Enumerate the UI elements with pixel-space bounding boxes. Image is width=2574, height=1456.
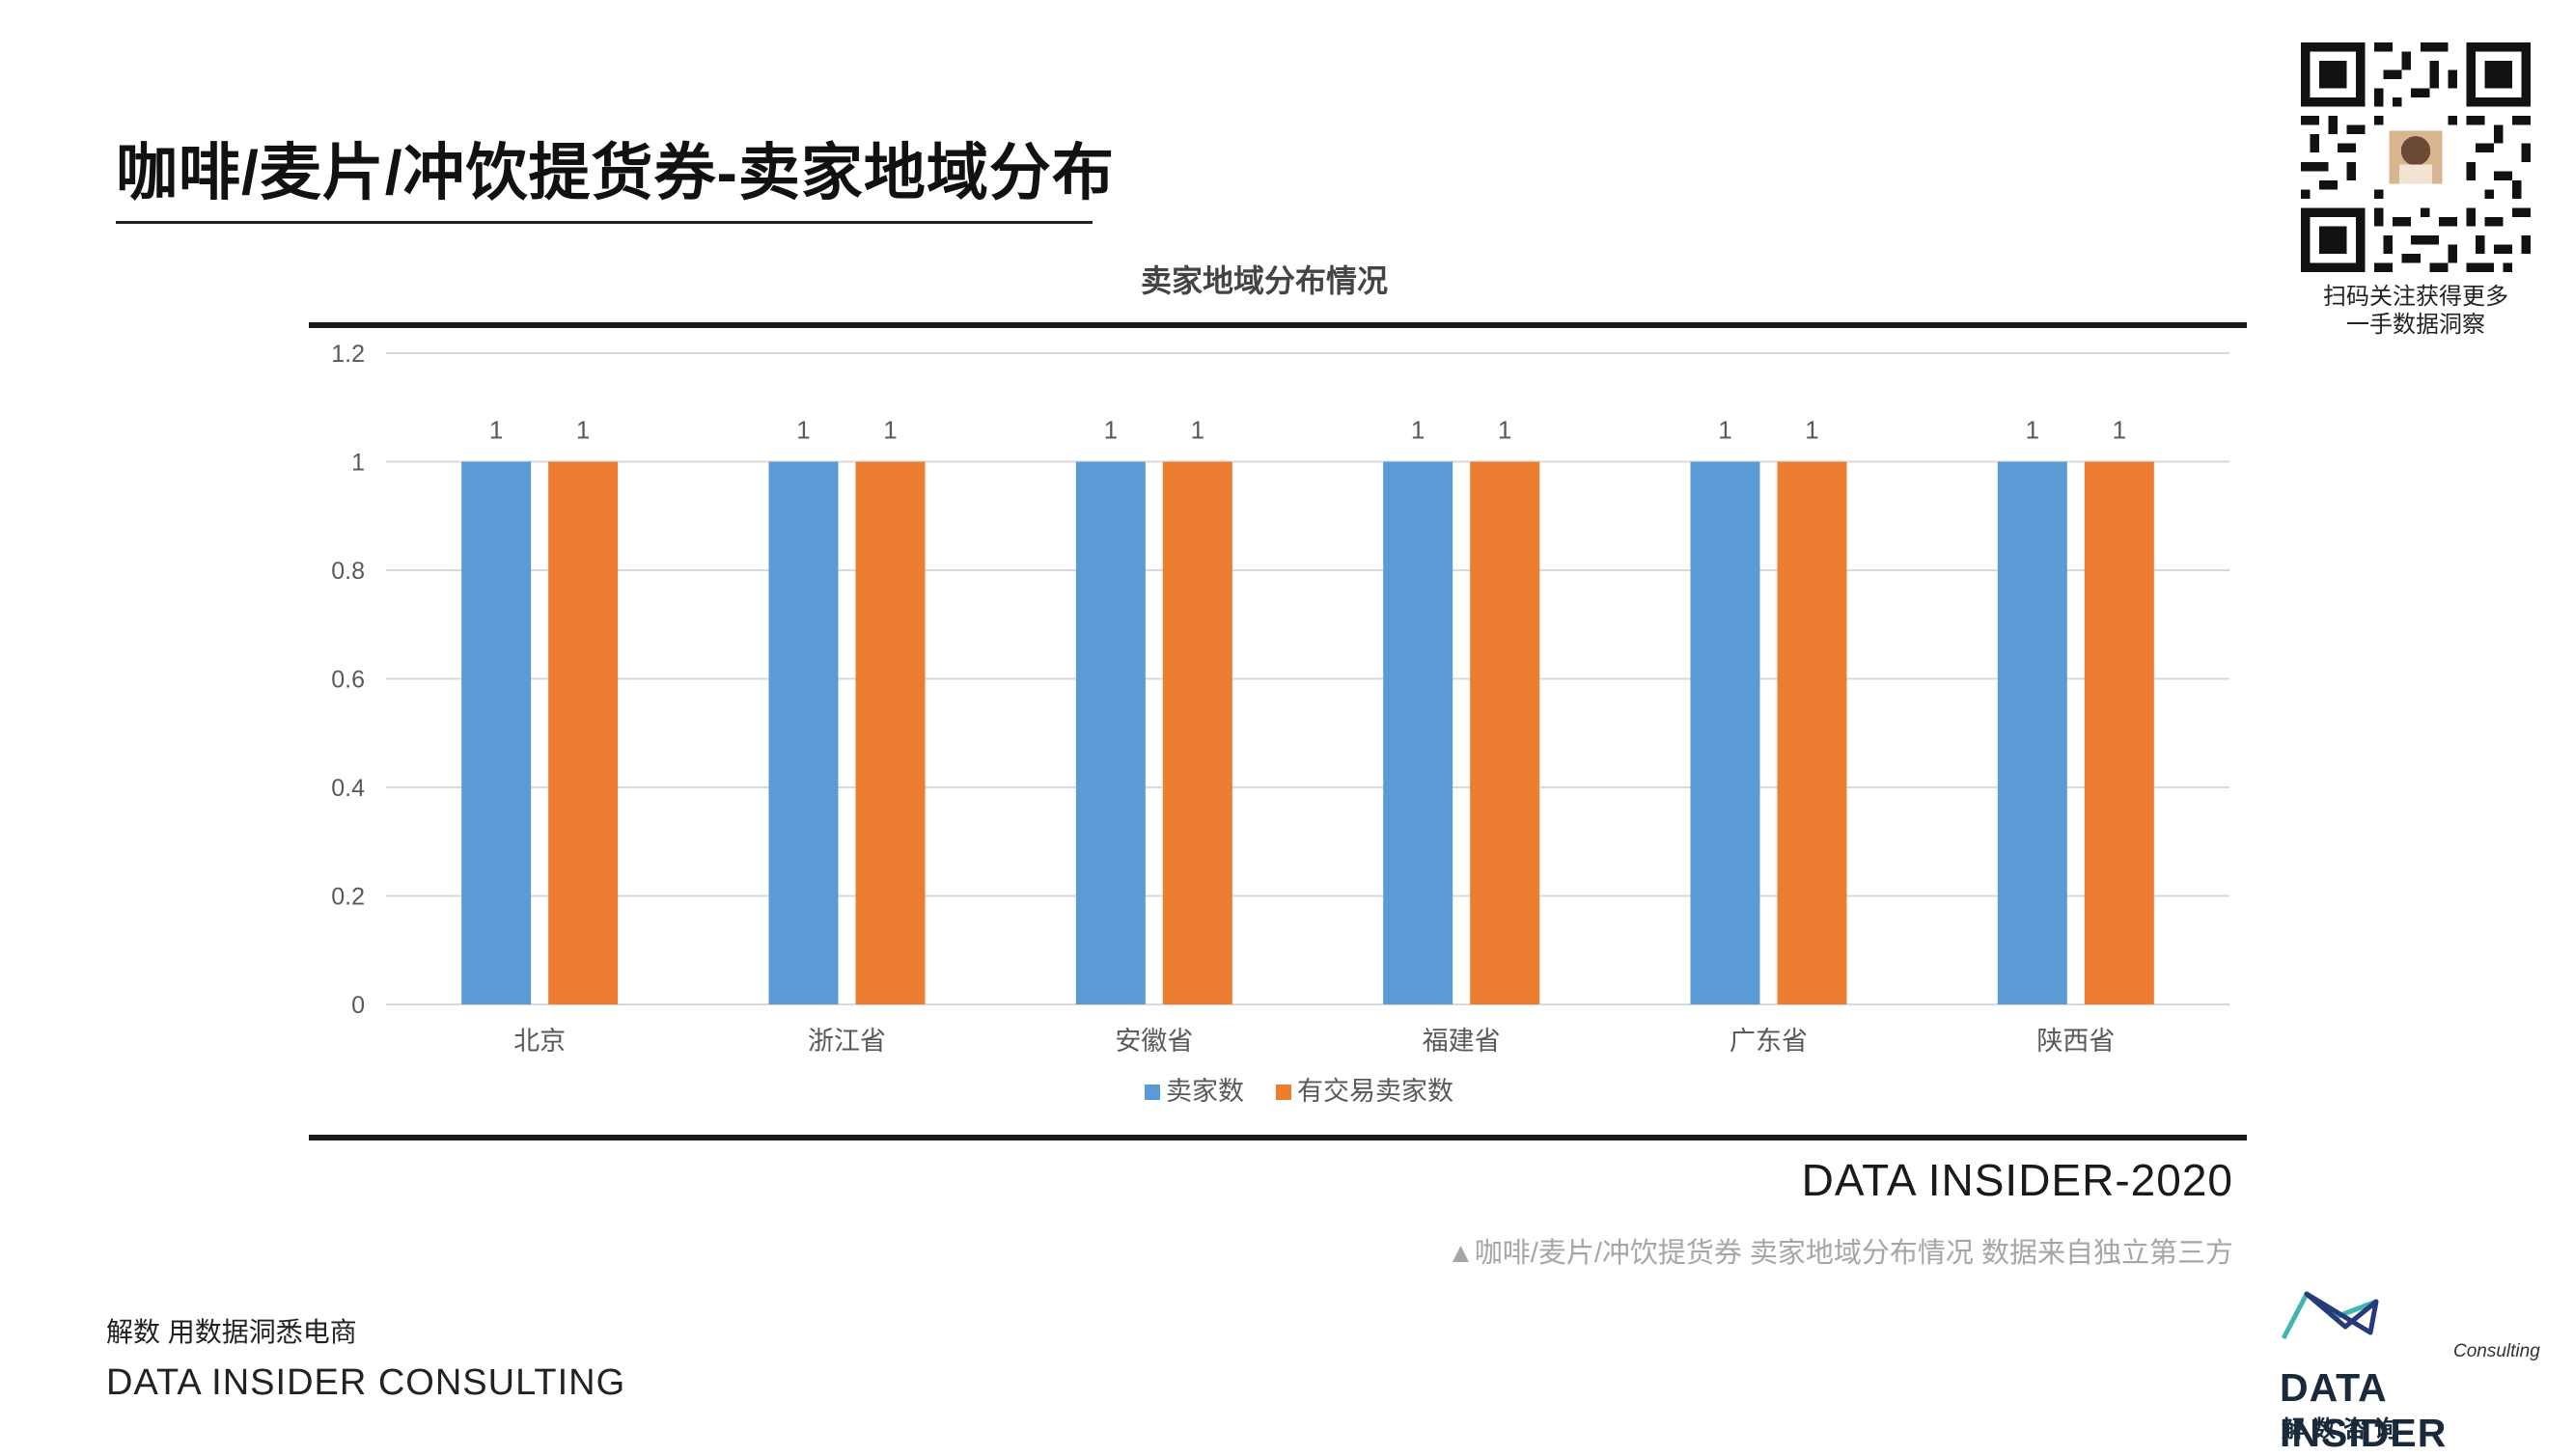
bar [1690,461,1760,1004]
y-tick-label: 1 [351,450,365,477]
bar [855,461,926,1004]
data-label: 1 [1104,416,1118,445]
legend-label: 有交易卖家数 [1297,1077,1453,1106]
x-tick-label: 浙江省 [808,1027,886,1056]
bar [768,461,839,1004]
bar [1777,461,1847,1004]
legend-swatch [1145,1085,1160,1100]
logo-mark-icon [2281,1291,2379,1340]
company-name: DATA INSIDER CONSULTING [106,1362,626,1403]
bar [1470,461,1540,1004]
slogan: 解数 用数据洞悉电商 [106,1317,357,1347]
data-label: 1 [1805,416,1818,445]
bar [461,461,532,1004]
legend-swatch [1276,1085,1291,1100]
page-title: 咖啡/麦片/冲饮提货券-卖家地域分布 [116,138,1115,207]
data-label: 1 [489,416,503,445]
qr-caption-line2: 一手数据洞察 [2346,312,2485,338]
bar [548,461,619,1004]
bar [1075,461,1146,1004]
data-label: 1 [796,416,810,445]
y-tick-label: 1.2 [331,341,365,368]
y-tick-label: 0.6 [331,667,365,694]
source-note: ▲咖啡/麦片/冲饮提货券 卖家地域分布情况 数据来自独立第三方 [1447,1238,2233,1269]
bar [1162,461,1232,1004]
bar-chart: 0 0.2 0.4 0.6 0.8 1 1.2 1 1 1 1 1 1 1 1 1 1 1 1 北京 浙江省 安徽省 福… [331,341,2229,1106]
qr-caption: 扫码关注获得更多 一手数据洞察 [2278,283,2554,339]
title-underline [116,221,1093,224]
data-label: 1 [1718,416,1731,445]
data-label: 1 [883,416,897,445]
data-insider-logo: Consulting DATA INSIDER 解数咨询 [2270,1283,2560,1455]
data-label: 1 [2113,416,2126,445]
data-label: 1 [1191,416,1204,445]
bar [1997,461,2067,1004]
x-tick-label: 北京 [513,1027,566,1056]
brand-year: DATA INSIDER-2020 [1801,1155,2233,1205]
data-label: 1 [1411,416,1425,445]
bar [2084,461,2154,1004]
x-tick-label: 福建省 [1423,1027,1501,1056]
x-tick-label: 陕西省 [2036,1027,2115,1056]
data-label: 1 [576,416,590,445]
x-tick-label: 安徽省 [1115,1027,1193,1056]
logo-cn: 解数咨询 [2282,1416,2405,1442]
y-tick-label: 0 [351,992,365,1019]
legend-label: 卖家数 [1166,1077,1244,1106]
logo-consulting: Consulting [2453,1341,2540,1361]
chart-title: 卖家地域分布情况 [1140,263,1388,298]
data-label: 1 [1498,416,1511,445]
x-tick-label: 广东省 [1730,1027,1808,1056]
chart-rule-bottom [309,1135,2247,1140]
qr-caption-line1: 扫码关注获得更多 [2323,284,2508,310]
y-tick-label: 0.4 [331,775,365,802]
qr-code-icon [2301,42,2531,272]
data-label: 1 [2026,416,2039,445]
y-tick-label: 0.8 [331,558,365,585]
bar [1383,461,1453,1004]
chart-rule-top [309,322,2247,328]
y-tick-label: 0.2 [331,884,365,911]
